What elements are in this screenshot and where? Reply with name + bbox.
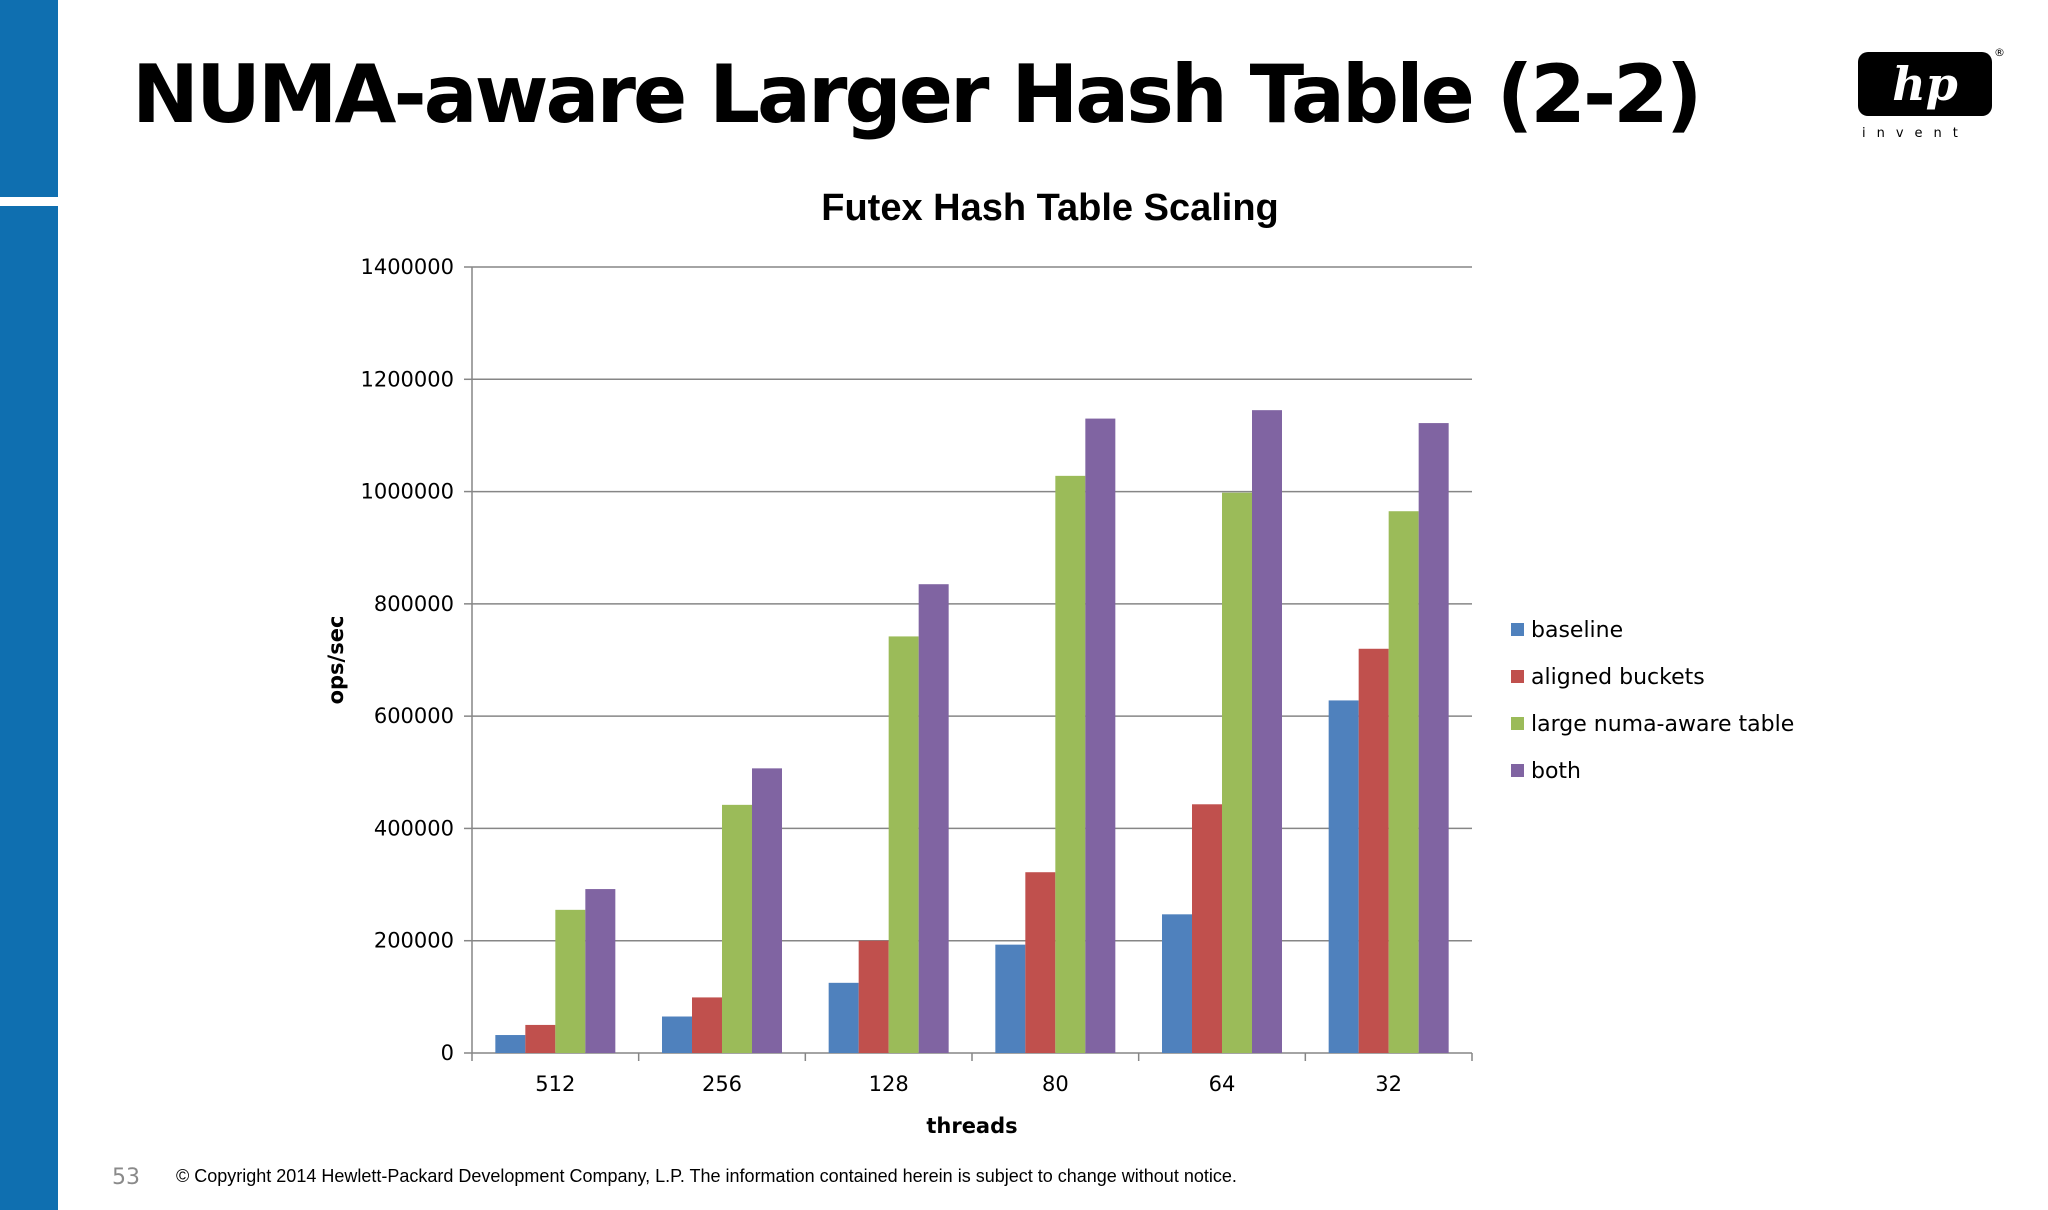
legend-swatch [1511,670,1524,683]
bar-aligned-buckets [1358,648,1389,1053]
bar-both [585,889,616,1053]
bar-large-numa-aware-table [1388,511,1419,1053]
legend-label: baseline [1531,618,1623,643]
y-tick-label: 600000 [374,704,454,728]
bar-large-numa-aware-table [722,804,752,1053]
bar-aligned-buckets [858,940,889,1053]
bar-baseline [495,1035,526,1053]
bar-baseline [1162,914,1192,1053]
legend-label: large numa-aware table [1531,712,1794,737]
hp-logo-mark: hp [1892,57,1958,111]
registered-mark: ® [1994,46,2005,59]
logo-tagline: invent [1862,126,1969,141]
y-tick-label: 1000000 [360,480,454,504]
bar-both [918,584,949,1053]
legend-swatch [1511,717,1524,730]
bar-aligned-buckets [1192,804,1222,1053]
bar-baseline [995,944,1026,1053]
hp-logo: hp ® invent [1858,46,2005,146]
x-tick-label: 80 [1042,1072,1069,1096]
bar-baseline [662,1016,692,1053]
copyright-notice: © Copyright 2014 Hewlett-Packard Develop… [176,1166,1237,1186]
legend-swatch [1511,764,1524,777]
y-tick-label: 1400000 [360,255,454,279]
bar-aligned-buckets [1025,872,1056,1053]
bar-baseline [1328,700,1359,1053]
chart-area: Futex Hash Table Scaling 0 200000 400000 600… [300,175,1820,1150]
bar-aligned-buckets [692,997,722,1053]
y-tick-label: 200000 [374,929,454,953]
y-tick-label: 1200000 [360,367,454,391]
bar-both [1252,410,1282,1053]
x-tick-label: 64 [1209,1072,1236,1096]
bar-large-numa-aware-table [555,909,586,1053]
page-number: 53 [112,1165,140,1190]
legend-label: aligned buckets [1531,665,1705,690]
bar-both [1418,423,1449,1053]
bar-both [1085,418,1116,1053]
x-axis-title: threads [926,1114,1017,1138]
side-bar-bottom [0,206,58,1210]
legend-swatch [1511,623,1524,636]
bar-large-numa-aware-table [888,636,919,1053]
x-tick-label: 256 [702,1072,742,1096]
bar-chart: Futex Hash Table Scaling 0 200000 400000 600… [324,187,1794,1138]
chart-title: Futex Hash Table Scaling [821,187,1279,229]
x-tick-label: 512 [535,1072,575,1096]
y-tick-label: 0 [441,1041,454,1065]
bar-large-numa-aware-table [1055,475,1086,1053]
hp-logo-box: hp [1858,52,1992,116]
slide-title: NUMA-aware Larger Hash Table (2-2) [132,48,1702,141]
y-axis-title: ops/sec [324,616,348,705]
legend-label: both [1531,759,1581,784]
bar-aligned-buckets [525,1024,556,1053]
y-tick-label: 800000 [374,592,454,616]
x-tick-label: 128 [869,1072,909,1096]
side-bar-top [0,0,58,197]
x-tick-label: 32 [1375,1072,1402,1096]
bar-baseline [828,982,859,1053]
y-tick-label: 400000 [374,816,454,840]
bar-both [752,768,782,1053]
bar-large-numa-aware-table [1222,492,1252,1053]
